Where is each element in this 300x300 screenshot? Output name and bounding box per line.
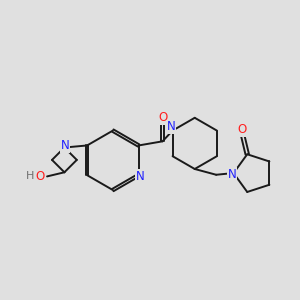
Text: N: N [60, 139, 69, 152]
Text: O: O [36, 170, 45, 183]
Text: N: N [167, 120, 175, 134]
Text: N: N [227, 168, 236, 181]
Text: H: H [26, 171, 35, 181]
Text: O: O [238, 123, 247, 136]
Text: O: O [158, 111, 167, 124]
Text: N: N [136, 169, 145, 182]
